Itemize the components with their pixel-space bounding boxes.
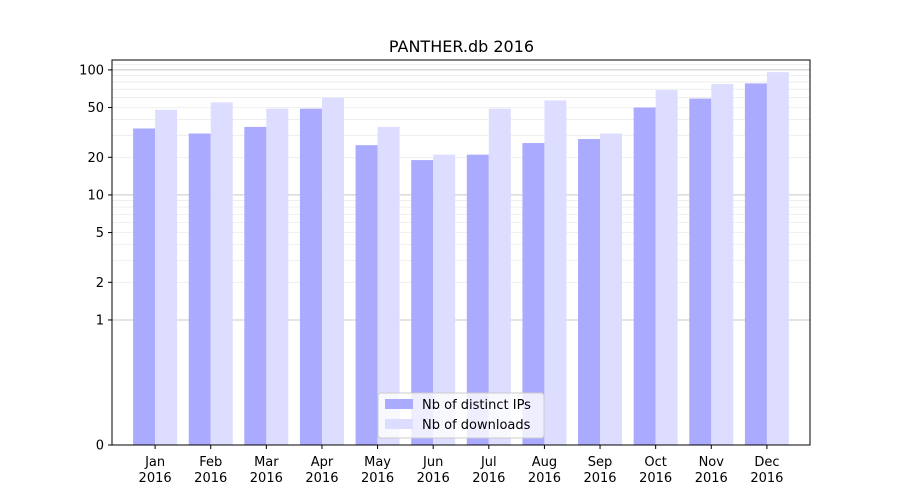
bar <box>244 126 267 446</box>
x-tick-label: Sep <box>588 455 613 470</box>
x-tick-label: 2016 <box>139 471 172 486</box>
legend-label: Nb of downloads <box>422 418 531 433</box>
bar <box>689 98 712 446</box>
x-tick-label: Jun <box>422 455 443 470</box>
bar <box>711 84 734 446</box>
bar <box>744 83 767 445</box>
x-tick-label: Oct <box>644 455 666 470</box>
plot-frame <box>111 59 811 446</box>
bar <box>578 139 601 445</box>
bar <box>377 126 400 446</box>
bar <box>355 145 378 445</box>
legend: Nb of distinct IPs Nb of downloads <box>377 392 545 439</box>
x-tick-label: Dec <box>754 455 779 470</box>
bar <box>155 109 178 445</box>
legend-label: Nb of distinct IPs <box>422 398 531 413</box>
x-tick-label: 2016 <box>583 471 616 486</box>
bar <box>210 102 233 445</box>
bar <box>188 133 211 445</box>
legend-swatch <box>385 399 413 409</box>
y-tick-label: 2 <box>96 276 104 291</box>
bar <box>133 128 156 445</box>
bar <box>544 100 567 445</box>
bar <box>488 108 511 445</box>
bar <box>266 108 289 445</box>
x-tick-label: Jan <box>144 455 165 470</box>
bar <box>299 108 322 445</box>
bar <box>321 97 344 445</box>
y-tick-label: 5 <box>96 226 104 241</box>
x-tick-label: 2016 <box>305 471 338 486</box>
y-tick-label: 10 <box>87 188 104 203</box>
x-tick-label: Feb <box>199 455 222 470</box>
y-tick-label: 50 <box>87 101 104 116</box>
y-tick-label: 1 <box>96 313 104 328</box>
x-tick-label: 2016 <box>194 471 227 486</box>
y-tick-label: 20 <box>87 151 104 166</box>
bar <box>633 107 656 446</box>
bar <box>411 160 434 445</box>
y-tick-label: 0 <box>96 439 104 454</box>
x-tick-label: 2016 <box>750 471 783 486</box>
x-tick-label: Nov <box>699 455 725 470</box>
y-axis: 0 1 2 5 10 20 50 100 <box>79 63 112 454</box>
bar <box>522 143 545 445</box>
x-tick-label: Jul <box>480 455 497 470</box>
x-tick-label: 2016 <box>528 471 561 486</box>
bar <box>600 133 623 445</box>
legend-box <box>377 392 545 439</box>
bars <box>133 72 789 446</box>
bar <box>433 154 456 446</box>
bar <box>466 154 489 446</box>
bar <box>655 90 678 446</box>
legend-swatch <box>385 419 413 429</box>
x-tick-label: 2016 <box>417 471 450 486</box>
bar <box>766 72 789 445</box>
x-tick-label: 2016 <box>472 471 505 486</box>
x-axis: Jan2016Feb2016Mar2016Apr2016May2016Jun20… <box>139 445 783 486</box>
x-tick-label: 2016 <box>639 471 672 486</box>
x-tick-label: Aug <box>532 455 557 470</box>
x-tick-label: 2016 <box>695 471 728 486</box>
x-tick-label: Mar <box>254 455 279 470</box>
x-tick-label: 2016 <box>250 471 283 486</box>
x-tick-label: 2016 <box>361 471 394 486</box>
chart-title: PANTHER.db 2016 <box>389 37 534 56</box>
x-tick-label: Apr <box>311 455 334 470</box>
y-tick-label: 100 <box>79 63 104 78</box>
x-tick-label: May <box>364 455 391 470</box>
